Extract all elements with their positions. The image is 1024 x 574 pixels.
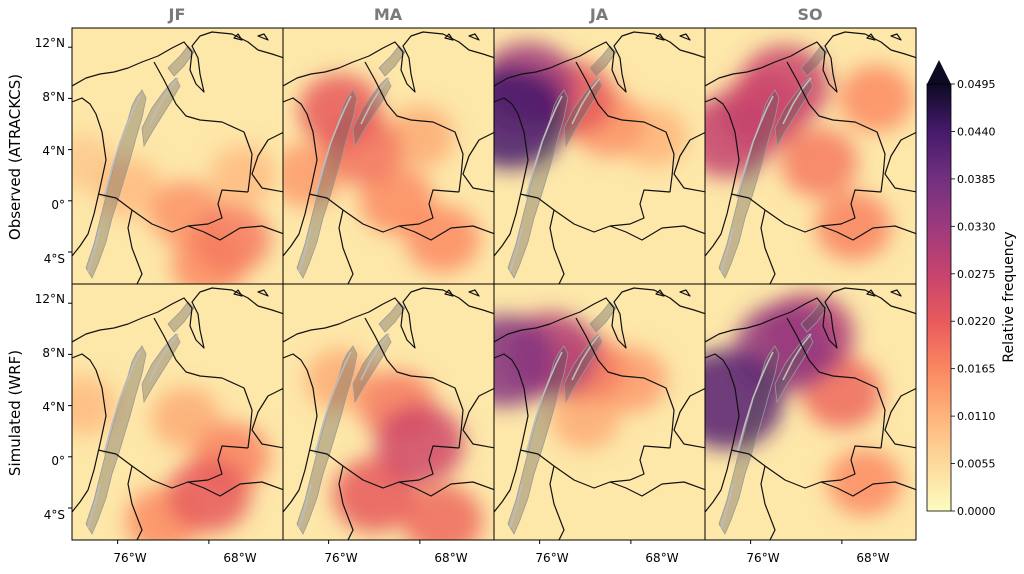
frequency-hotspot [193,204,271,274]
column-title-ma: MA [374,5,403,24]
colorbar-bar [926,83,952,512]
lon-tick-76w: 76°W [113,551,146,565]
lon-tick-68w: 68°W [645,551,678,565]
colorbar-tick-label: 0.0495 [957,78,996,91]
lat-ticks-row2: 12°N 8°N 4°N 0° 4°S [35,292,65,522]
lat-tick-4s: 4°S [44,508,65,522]
lat-tick-8n: 8°N [42,90,65,104]
map-panel-jf-observed [68,27,284,285]
colorbar-tick-label: 0.0110 [957,410,996,423]
colorbar-tick-label: 0.0000 [957,505,996,518]
lat-ticks-row1: 12°N 8°N 4°N 0° 4°S [35,36,65,266]
map-panel-ja-observed [493,27,706,285]
panel-grid [68,27,917,544]
column-title-so: SO [797,5,822,24]
frequency-hotspot [494,314,557,407]
row-labels: Observed (ATRACKCS) Simulated (WRF) [6,74,24,476]
map-panel-ma-simulated [282,283,495,544]
lat-tick-4s: 4°S [44,252,65,266]
frequency-hotspot [375,404,465,484]
colorbar-tick-label: 0.0440 [957,125,996,138]
map-panel-ja-simulated [493,283,706,544]
lat-tick-12n: 12°N [35,292,65,306]
frequency-hotspot [815,192,892,261]
frequency-hotspot [838,64,914,132]
frequency-hotspot [402,484,483,540]
panel-frame [704,283,917,541]
lon-tick-68w: 68°W [223,551,256,565]
colorbar-tick-label: 0.0330 [957,220,996,233]
frequency-hotspot [405,205,480,273]
colorbar-tick-label: 0.0275 [957,268,996,281]
lat-tick-12n: 12°N [35,36,65,50]
frequency-hotspot [385,105,455,168]
colorbar-tick-label: 0.0220 [957,315,996,328]
row-label-observed: Observed (ATRACKCS) [6,74,24,240]
colorbar: 0.0000 0.0055 0.0110 0.0165 0.0220 0.0275 0.03… [926,60,1017,518]
lat-tick-0: 0° [51,198,65,212]
column-title-ja: JA [589,5,609,24]
column-title-jf: JF [168,5,186,24]
column-titles: JF MA JA SO [168,5,823,24]
map-panel-so-simulated [704,283,917,544]
frequency-hotspot [550,387,620,450]
lat-tick-0: 0° [51,454,65,468]
lon-tick-76w: 76°W [324,551,357,565]
lon-tick-76w: 76°W [535,551,568,565]
colorbar-tick-label: 0.0385 [957,173,996,186]
colorbar-tick-label: 0.0165 [957,363,996,376]
map-panel-jf-simulated [68,283,284,544]
frequency-field [72,375,270,540]
colorbar-extend-arrow [927,60,951,84]
lat-tick-4n: 4°N [42,144,65,158]
lon-tick-76w: 76°W [746,551,779,565]
lat-tick-4n: 4°N [42,400,65,414]
map-panel-so-observed [704,27,917,285]
lat-tick-8n: 8°N [42,346,65,360]
map-panel-ma-observed [282,27,495,285]
lon-ticks: 76°W 68°W 76°W 68°W 76°W 68°W 76°W 68°W [113,551,889,565]
colorbar-label: Relative frequency [1001,231,1017,362]
frequency-hotspot [780,127,858,198]
row-label-simulated: Simulated (WRF) [6,350,24,476]
frequency-hotspot [167,457,251,533]
colorbar-tick-label: 0.0055 [957,458,996,471]
lon-tick-68w: 68°W [856,551,889,565]
colorbar-ticks: 0.0000 0.0055 0.0110 0.0165 0.0220 0.0275 0.03… [951,78,996,518]
lon-tick-68w: 68°W [434,551,467,565]
frequency-hotspot [827,448,902,516]
frequency-hotspot [151,387,221,450]
